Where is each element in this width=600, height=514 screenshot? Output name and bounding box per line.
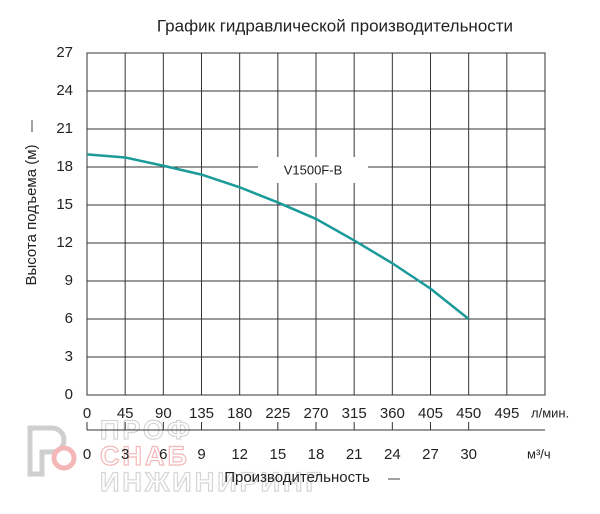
y-tick-label: 3 [65,348,73,365]
x-tick-label: 450 [456,405,481,422]
x2-tick-label: 15 [269,446,286,463]
y-tick-label: 18 [56,158,73,175]
y-axis-label: Высота подъема (м) [23,144,40,285]
x2-tick-label: 6 [159,446,167,463]
series-label-box [258,157,368,183]
x-tick-label: 270 [303,405,328,422]
curve [86,153,470,320]
x-tick-label: 0 [83,405,91,422]
watermark-logo: ПРОФ СНАБ ИНЖИНИРИНГ [27,415,324,498]
y-tick-label: 0 [65,386,73,403]
x-tick-label: 495 [494,405,519,422]
x2-tick-label: 18 [308,446,325,463]
x2-tick-label: 3 [121,446,129,463]
x2-tick-label: 9 [197,446,205,463]
y-tick-label: 9 [65,272,73,289]
watermark-text: СНАБ [100,441,190,471]
logo-gear [51,445,77,471]
y-tick-label: 27 [56,44,73,61]
y-tick-label: 15 [56,196,73,213]
y-tick-label: 24 [56,82,73,99]
x-tick-label: 315 [342,405,367,422]
x-tick-label: 360 [380,405,405,422]
chart-title: График гидравлической производительности [157,16,513,35]
y-tick-label: 12 [56,234,73,251]
x-tick-label: 225 [265,405,290,422]
x-unit: л/мин. [531,405,569,420]
watermark-text: ИНЖИНИРИНГ [100,467,324,497]
x2-tick-label: 27 [422,446,439,463]
x2-tick-label: 24 [384,446,401,463]
logo-icon [27,425,67,477]
series-label: V1500F-B [284,162,343,177]
x-tick-label: 135 [189,405,214,422]
x2-tick-label: 30 [460,446,477,463]
y-tick-label: 21 [56,120,73,137]
y-tick-label: 6 [65,310,73,327]
x-tick-label: 180 [227,405,252,422]
x2-tick-label: 21 [346,446,363,463]
x-tick-label: 90 [155,405,172,422]
x-tick-label: 405 [418,405,443,422]
x2-unit: м³/ч [527,446,551,461]
x-axis-label: Производительность [224,469,370,486]
x2-tick-label: 0 [83,446,91,463]
x2-tick-label: 12 [231,446,248,463]
x-tick-label: 45 [117,405,134,422]
